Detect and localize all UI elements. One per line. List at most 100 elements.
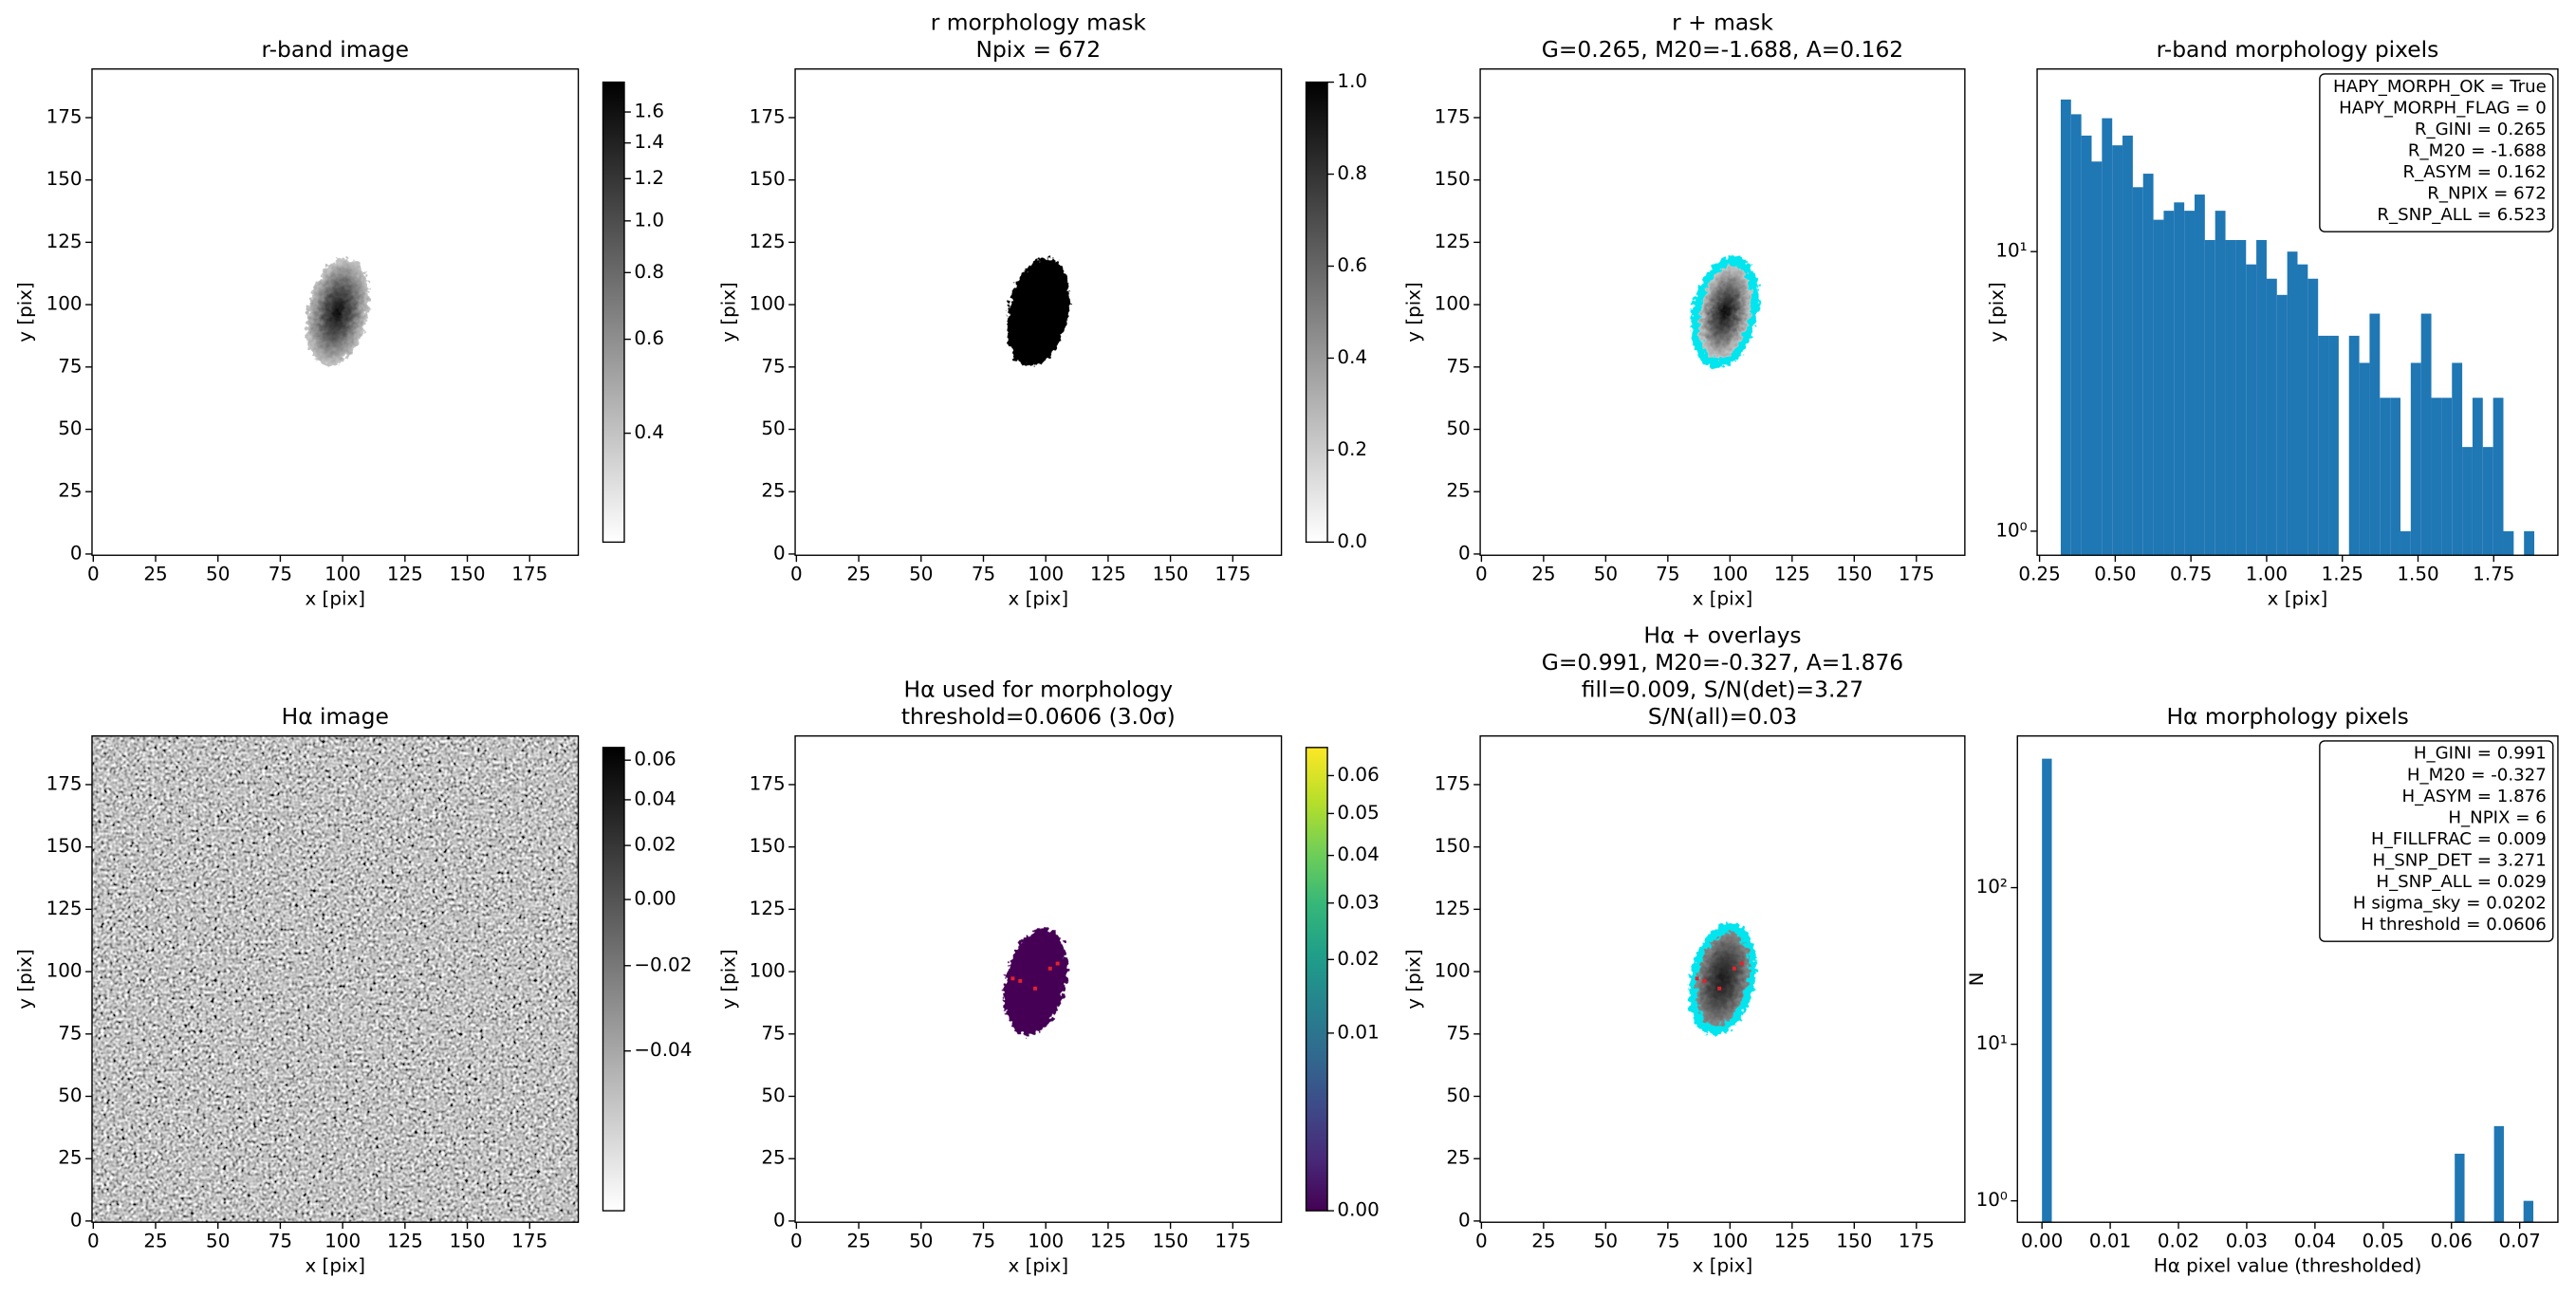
histogram-bar [2452,362,2463,556]
plot-area [1480,68,1965,556]
histogram-bar [2524,530,2535,556]
axes-frame [2036,68,2559,556]
chart-title: S/N(all)=0.03 [1648,703,1797,730]
stats-line: H_SNP_DET = 3.271 [2372,850,2546,870]
colorbar [1306,82,1328,543]
x-axis-label: x [pix] [2268,587,2328,609]
histogram-bar [2266,278,2277,556]
axes-frame [794,68,1283,556]
x-tick-label: 100 [1028,564,1064,585]
x-tick-label: 1.50 [2397,564,2438,585]
x-tick-label: 75 [269,564,292,585]
x-axis-label: x [pix] [1693,587,1753,609]
y-tick-label: 100 [750,960,786,982]
y-tick-label: 10² [1976,876,2008,898]
colorbar-tick-label: 1.0 [1337,70,1367,92]
y-axis-label: y [pix] [1986,282,2008,343]
y-tick-label: 100 [1435,293,1471,315]
colorbar-tick-label: 1.6 [634,101,664,122]
red-pixel [1702,978,1707,983]
colorbar-tick-label: 0.04 [634,787,676,809]
colorbar-tick-label: 0.02 [1337,948,1379,970]
histogram-bar [2328,335,2339,556]
red-pixel [1717,986,1722,991]
source-image [1698,265,1751,360]
colorbar-tick-label: 0.00 [634,888,676,910]
histogram-bar [2174,202,2185,556]
x-axis-label: Hα pixel value (thresholded) [2154,1254,2422,1276]
histogram-bar [2348,335,2360,556]
x-axis-label: x [pix] [305,587,365,609]
y-tick-label: 75 [58,355,82,377]
histogram-bar [2246,264,2257,556]
stats-line: H_FILLFRAC = 0.009 [2371,829,2547,849]
y-tick-label: 25 [1446,1147,1470,1169]
y-tick-label: 0 [773,542,786,564]
y-tick-label: 75 [1446,355,1470,377]
histogram-bar [2070,114,2082,556]
colorbar-frame [602,747,625,1212]
chart-title: Hα image [282,703,389,730]
colorbar-tick-label: 0.2 [1337,438,1367,460]
stats-line: H_GINI = 0.991 [2414,744,2547,764]
colorbar-tick-label: 0.05 [1337,802,1379,824]
x-tick-label: 175 [511,564,547,585]
histogram-bar [2235,239,2247,556]
y-tick-label: 0 [1458,542,1471,564]
x-axis-label: x [pix] [1009,587,1069,609]
colorbar-tick-label: 0.06 [634,749,676,770]
colorbar-tick-label: 0.4 [1337,346,1367,368]
axes-frame [2016,735,2559,1223]
y-axis-label: y [pix] [1402,282,1424,343]
x-tick-label: 125 [387,564,423,585]
histogram-bar [2091,161,2103,556]
x-tick-label: 50 [206,1230,230,1251]
stats-box [2319,73,2554,232]
x-tick-label: 0 [790,564,803,585]
y-tick-label: 75 [58,1022,82,1044]
x-tick-label: 75 [1656,1230,1679,1251]
plot-area [795,68,1282,556]
x-tick-label: 50 [206,564,230,585]
x-tick-label: 150 [1836,1230,1872,1251]
chart-title: Hα morphology pixels [2166,703,2408,730]
stats-line: H_SNP_ALL = 0.029 [2376,872,2546,892]
chart-title: fill=0.009, S/N(det)=3.27 [1582,676,1863,703]
axes-frame [1479,68,1966,556]
histogram-bar [2462,447,2473,556]
y-tick-label: 0 [1458,1209,1471,1231]
y-tick-label: 75 [1446,1022,1470,1044]
x-tick-label: 75 [972,564,995,585]
y-tick-label: 125 [46,898,83,919]
y-axis-label: y [pix] [14,282,36,343]
x-tick-label: 25 [846,564,870,585]
y-tick-label: 125 [750,231,786,252]
x-tick-label: 150 [1153,564,1189,585]
stats-line: H threshold = 0.0606 [2361,915,2546,935]
y-axis-label: y [pix] [717,949,739,1010]
colorbar-tick-label: 1.0 [634,209,664,231]
red-pixel [1695,976,1699,981]
colorbar-tick-label: 0.6 [1337,254,1367,276]
stats-line: R_M20 = -1.688 [2408,140,2547,160]
source-image [1696,932,1750,1027]
histogram-bar [2431,398,2442,556]
histogram-bar [2122,135,2133,556]
y-tick-label: 0 [70,1209,83,1231]
y-tick-label: 125 [1435,898,1471,919]
colorbar-tick-label: 0.06 [1337,764,1379,786]
histogram-bar [2112,145,2123,556]
stats-line: HAPY_MORPH_OK = True [2333,77,2547,97]
colorbar-tick-label: 0.02 [634,834,676,856]
x-tick-label: 0.01 [2089,1230,2131,1251]
red-pixel [1055,961,1060,966]
y-tick-label: 25 [58,480,82,502]
x-tick-label: 25 [1531,1230,1555,1251]
x-tick-label: 100 [324,1230,361,1251]
stats-line: H_NPIX = 6 [2448,807,2546,827]
x-tick-label: 0.04 [2294,1230,2336,1251]
red-pixel [1010,976,1015,981]
histogram-bar [2390,398,2400,556]
histogram-bar [2184,211,2195,556]
